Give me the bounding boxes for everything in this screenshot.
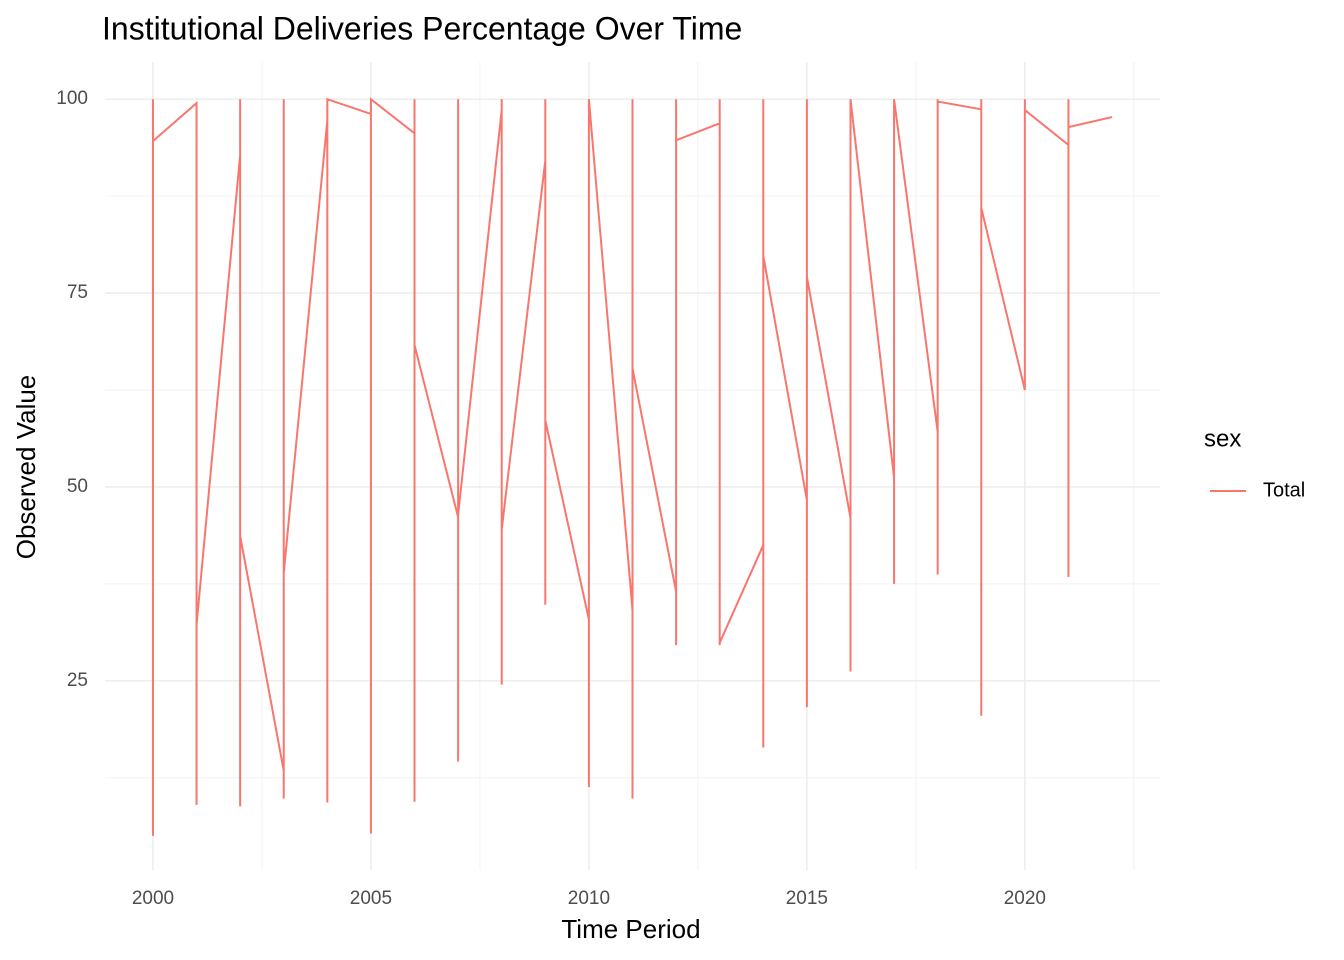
x-tick-label: 2005	[350, 888, 392, 909]
x-tick-label: 2010	[568, 888, 610, 909]
y-axis-label: Observed Value	[11, 375, 41, 560]
legend-title: sex	[1204, 425, 1241, 452]
data-line	[151, 97, 1113, 836]
y-tick-label: 100	[56, 88, 88, 109]
x-axis-label: Time Period	[561, 914, 700, 944]
x-tick-label: 2020	[1004, 888, 1046, 909]
y-tick-label: 50	[67, 476, 88, 497]
chart-title: Institutional Deliveries Percentage Over…	[102, 10, 742, 46]
y-tick-label: 25	[67, 670, 88, 691]
x-tick-label: 2015	[786, 888, 828, 909]
y-tick-label: 75	[67, 282, 88, 303]
x-tick-label: 2000	[132, 888, 174, 909]
legend-label: Total	[1263, 479, 1305, 501]
